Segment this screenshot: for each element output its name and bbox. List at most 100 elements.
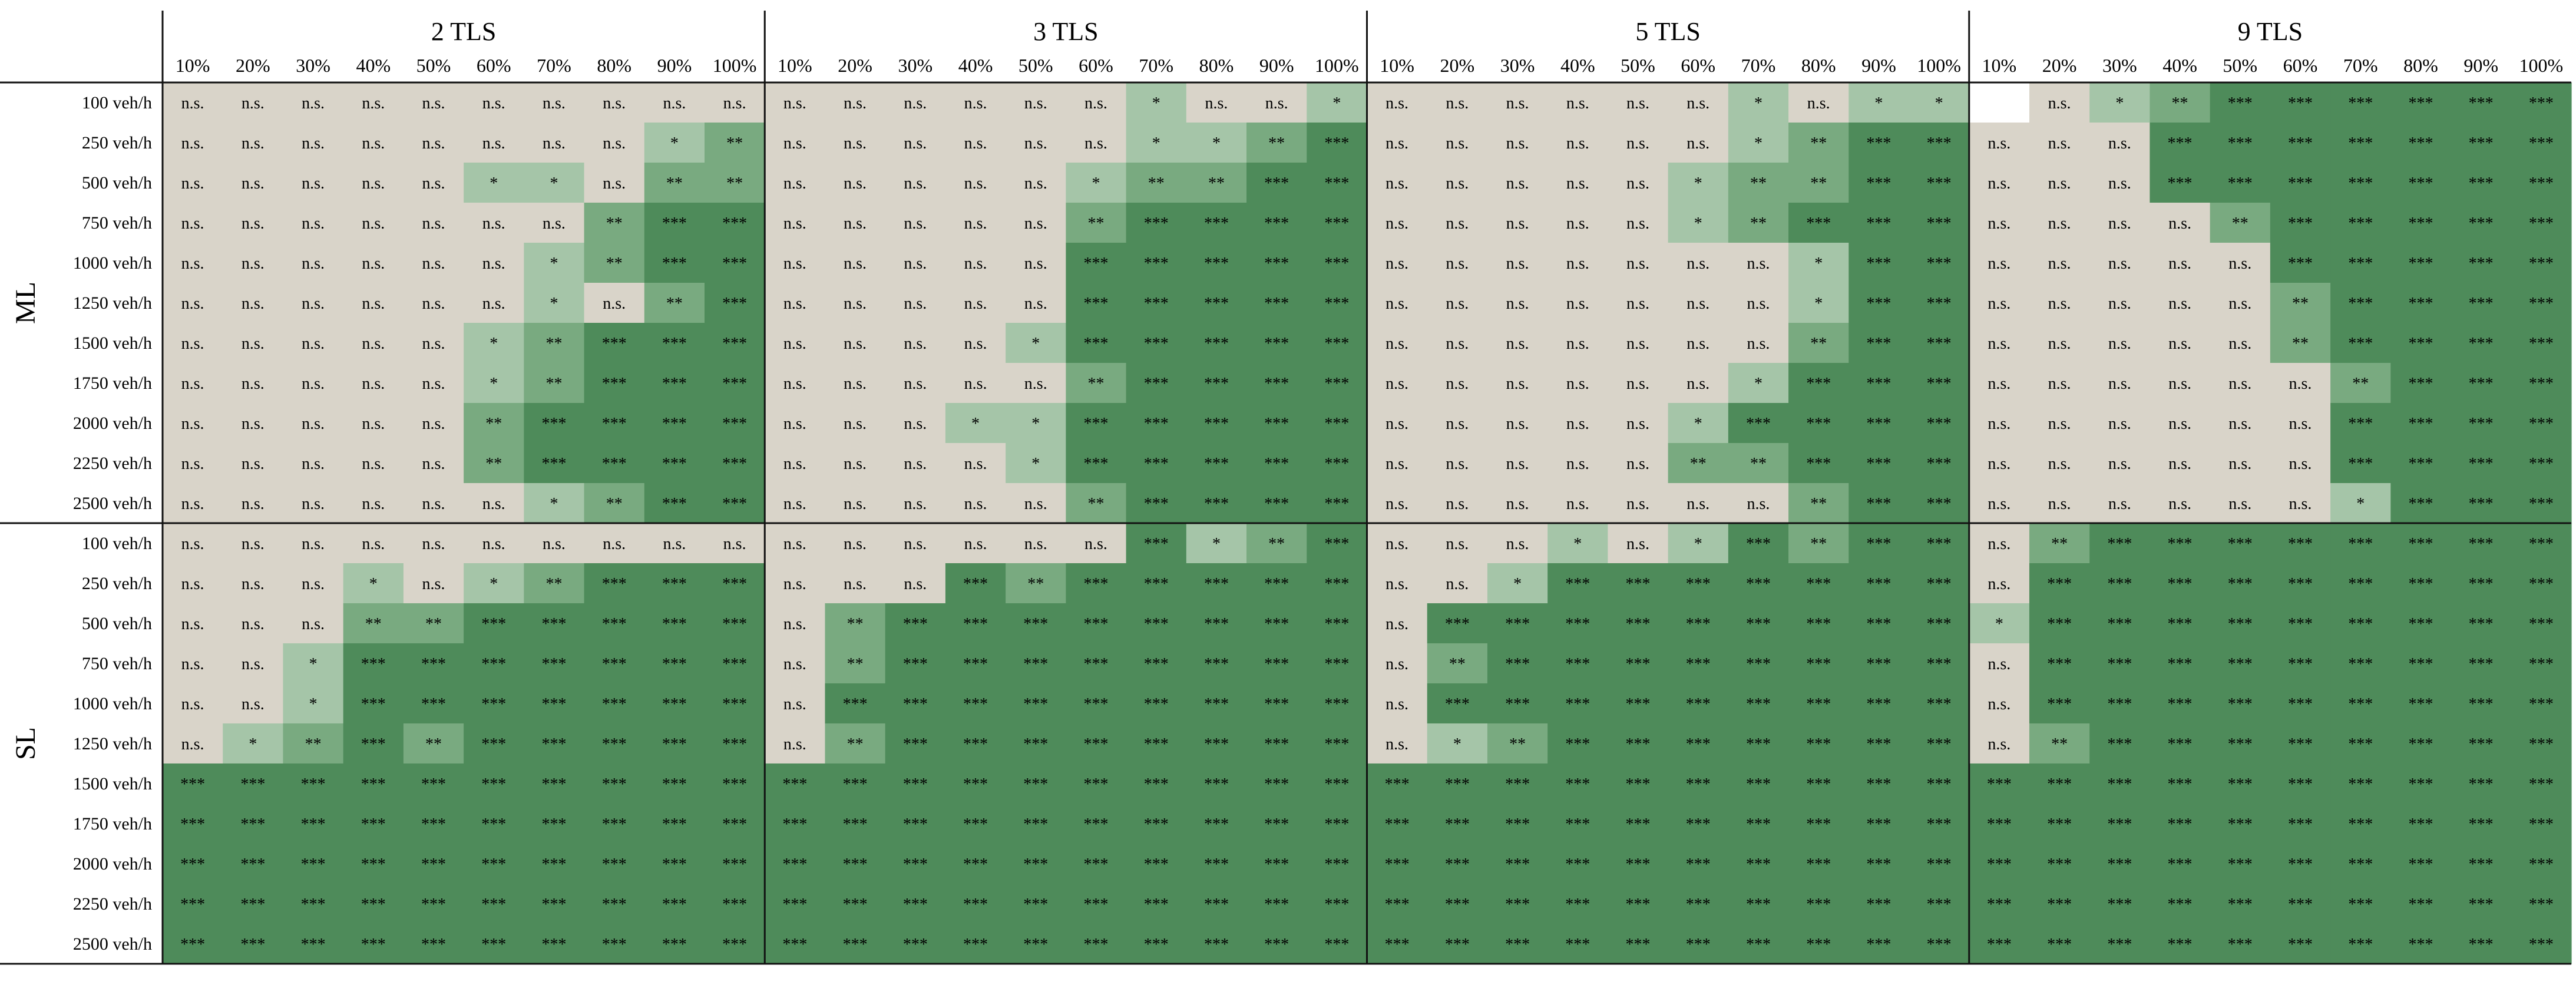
- cell-sl-3-tls-1500-veh-h-20: [825, 763, 886, 804]
- cell-ml-9-tls-1250-veh-h-40: [2150, 283, 2211, 323]
- cell-ml-2-tls-2000-veh-h-20: [223, 403, 284, 444]
- cell-ml-9-tls-1000-veh-h-20: [2029, 243, 2090, 283]
- cell-ml-3-tls-1250-veh-h-40-label: n.s.: [964, 295, 987, 313]
- cell-ml-5-tls-1000-veh-h-40-label: n.s.: [1566, 254, 1589, 273]
- cell-sl-9-tls-1250-veh-h-100: [2511, 723, 2572, 764]
- column-header-2-tls-30: 30%: [296, 55, 330, 76]
- cell-ml-9-tls-1250-veh-h-70: [2330, 283, 2391, 323]
- cell-ml-5-tls-2000-veh-h-20: [1427, 403, 1488, 444]
- cell-sl-9-tls-750-veh-h-50-label: ***: [2228, 655, 2253, 673]
- cell-ml-9-tls-250-veh-h-80: [2390, 123, 2452, 163]
- cell-sl-5-tls-1000-veh-h-20: [1427, 683, 1488, 724]
- cell-sl-9-tls-1250-veh-h-10-label: n.s.: [1988, 735, 2010, 753]
- cell-ml-3-tls-1250-veh-h-90-label: ***: [1264, 295, 1289, 313]
- cell-sl-5-tls-2500-veh-h-30: [1487, 924, 1548, 964]
- cell-ml-3-tls-2500-veh-h-40: [945, 483, 1006, 524]
- cell-sl-5-tls-750-veh-h-70: [1728, 643, 1789, 684]
- cell-ml-3-tls-2000-veh-h-50-label: *: [1031, 415, 1040, 433]
- cell-sl-2-tls-500-veh-h-40-label: **: [365, 615, 382, 633]
- cell-sl-5-tls-2500-veh-h-10-label: ***: [1385, 936, 1410, 954]
- cell-sl-5-tls-1500-veh-h-40-label: ***: [1565, 775, 1590, 794]
- cell-sl-9-tls-750-veh-h-10: [1969, 643, 2030, 684]
- cell-ml-2-tls-2500-veh-h-10: [163, 483, 223, 524]
- cell-ml-3-tls-1500-veh-h-60: [1066, 323, 1127, 363]
- cell-sl-5-tls-2250-veh-h-50-label: ***: [1626, 895, 1651, 914]
- cell-ml-3-tls-1500-veh-h-70: [1126, 323, 1187, 363]
- cell-sl-3-tls-1000-veh-h-40: [945, 683, 1006, 724]
- column-header-2-tls-40: 40%: [356, 55, 391, 76]
- cell-ml-2-tls-2500-veh-h-30-label: n.s.: [302, 495, 325, 513]
- cell-ml-2-tls-1000-veh-h-70-label: *: [550, 254, 558, 273]
- cell-sl-2-tls-500-veh-h-70: [524, 603, 585, 644]
- cell-sl-9-tls-2500-veh-h-20: [2029, 924, 2090, 964]
- cell-sl-3-tls-750-veh-h-60: [1066, 643, 1127, 684]
- cell-ml-2-tls-1250-veh-h-50-label: n.s.: [422, 295, 445, 313]
- cell-ml-2-tls-1500-veh-h-40: [343, 323, 404, 363]
- cell-ml-3-tls-250-veh-h-80: [1186, 123, 1247, 163]
- cell-ml-2-tls-2250-veh-h-20: [223, 443, 284, 484]
- cell-sl-2-tls-500-veh-h-80-label: ***: [602, 615, 627, 633]
- cell-ml-2-tls-1000-veh-h-10-label: n.s.: [181, 254, 204, 273]
- cell-sl-3-tls-500-veh-h-60-label: ***: [1083, 615, 1108, 633]
- cell-sl-9-tls-1500-veh-h-70-label: ***: [2348, 775, 2373, 794]
- cell-sl-5-tls-1000-veh-h-40: [1547, 683, 1608, 724]
- cell-sl-5-tls-2250-veh-h-90-label: ***: [1866, 895, 1891, 914]
- cell-sl-3-tls-250-veh-h-50-label: **: [1027, 575, 1044, 593]
- cell-sl-5-tls-1500-veh-h-80-label: ***: [1806, 775, 1831, 794]
- cell-sl-3-tls-750-veh-h-70: [1126, 643, 1187, 684]
- cell-ml-3-tls-2000-veh-h-70-label: ***: [1144, 415, 1169, 433]
- cell-sl-5-tls-1250-veh-h-40: [1547, 723, 1608, 764]
- cell-sl-5-tls-1250-veh-h-10: [1367, 723, 1428, 764]
- cell-sl-9-tls-2250-veh-h-50-label: ***: [2228, 895, 2253, 914]
- cell-ml-9-tls-500-veh-h-20: [2029, 163, 2090, 203]
- cell-sl-2-tls-500-veh-h-10-label: n.s.: [181, 615, 204, 633]
- cell-sl-2-tls-2000-veh-h-40: [343, 844, 404, 884]
- cell-ml-5-tls-500-veh-h-60: [1668, 163, 1729, 203]
- cell-ml-9-tls-2250-veh-h-10-label: n.s.: [1988, 455, 2010, 473]
- cell-sl-3-tls-2250-veh-h-100: [1307, 884, 1368, 924]
- cell-sl-2-tls-2500-veh-h-50-label: ***: [421, 936, 446, 954]
- cell-ml-5-tls-2000-veh-h-40: [1547, 403, 1608, 444]
- cell-sl-5-tls-1500-veh-h-60-label: ***: [1686, 775, 1711, 794]
- cell-ml-3-tls-1500-veh-h-90: [1246, 323, 1307, 363]
- cell-sl-5-tls-1000-veh-h-30: [1487, 683, 1548, 724]
- cell-ml-2-tls-2000-veh-h-50: [403, 403, 464, 444]
- cell-sl-2-tls-1750-veh-h-50: [403, 804, 464, 844]
- cell-ml-3-tls-1500-veh-h-100: [1307, 323, 1368, 363]
- cell-sl-5-tls-500-veh-h-90-label: ***: [1866, 615, 1891, 633]
- cell-sl-5-tls-500-veh-h-70-label: ***: [1746, 615, 1771, 633]
- cell-sl-3-tls-2500-veh-h-100-label: ***: [1324, 936, 1349, 954]
- cell-sl-2-tls-2250-veh-h-20: [223, 884, 284, 924]
- cell-sl-5-tls-1250-veh-h-90: [1848, 723, 1910, 764]
- cell-ml-9-tls-2000-veh-h-60-label: n.s.: [2289, 415, 2312, 433]
- cell-ml-9-tls-1250-veh-h-40-label: n.s.: [2168, 295, 2191, 313]
- cell-ml-3-tls-2000-veh-h-100: [1307, 403, 1368, 444]
- cell-ml-5-tls-500-veh-h-10: [1367, 163, 1428, 203]
- cell-sl-2-tls-1250-veh-h-80: [584, 723, 645, 764]
- cell-ml-2-tls-2000-veh-h-80-label: ***: [602, 415, 627, 433]
- cell-sl-2-tls-500-veh-h-80: [584, 603, 645, 644]
- cell-ml-5-tls-100-veh-h-80: [1788, 82, 1849, 123]
- cell-sl-2-tls-1750-veh-h-30-label: ***: [301, 815, 326, 834]
- cell-ml-9-tls-2500-veh-h-70-label: *: [2356, 495, 2365, 513]
- cell-ml-9-tls-1000-veh-h-50-label: n.s.: [2228, 254, 2251, 273]
- cell-ml-2-tls-750-veh-h-60-label: n.s.: [482, 214, 505, 233]
- cell-ml-9-tls-750-veh-h-40: [2150, 203, 2211, 243]
- cell-ml-9-tls-750-veh-h-20: [2029, 203, 2090, 243]
- cell-sl-5-tls-1500-veh-h-20: [1427, 763, 1488, 804]
- cell-sl-5-tls-2000-veh-h-80-label: ***: [1806, 855, 1831, 874]
- cell-sl-2-tls-1750-veh-h-80: [584, 804, 645, 844]
- cell-ml-3-tls-1750-veh-h-60-label: **: [1087, 375, 1104, 393]
- cell-sl-2-tls-250-veh-h-10-label: n.s.: [181, 575, 204, 593]
- cell-sl-2-tls-250-veh-h-30: [283, 563, 344, 604]
- cell-sl-9-tls-1000-veh-h-60: [2270, 683, 2331, 724]
- cell-sl-9-tls-1750-veh-h-60-label: ***: [2288, 815, 2313, 834]
- cell-sl-3-tls-2500-veh-h-10: [765, 924, 826, 964]
- cell-ml-2-tls-1500-veh-h-20: [223, 323, 284, 363]
- cell-ml-2-tls-2250-veh-h-100: [705, 443, 765, 484]
- cell-sl-2-tls-250-veh-h-20-label: n.s.: [242, 575, 264, 593]
- cell-sl-9-tls-750-veh-h-70: [2330, 643, 2391, 684]
- cell-sl-3-tls-2000-veh-h-20: [825, 844, 886, 884]
- cell-ml-9-tls-1250-veh-h-50-label: n.s.: [2228, 295, 2251, 313]
- cell-ml-2-tls-1750-veh-h-10: [163, 363, 223, 404]
